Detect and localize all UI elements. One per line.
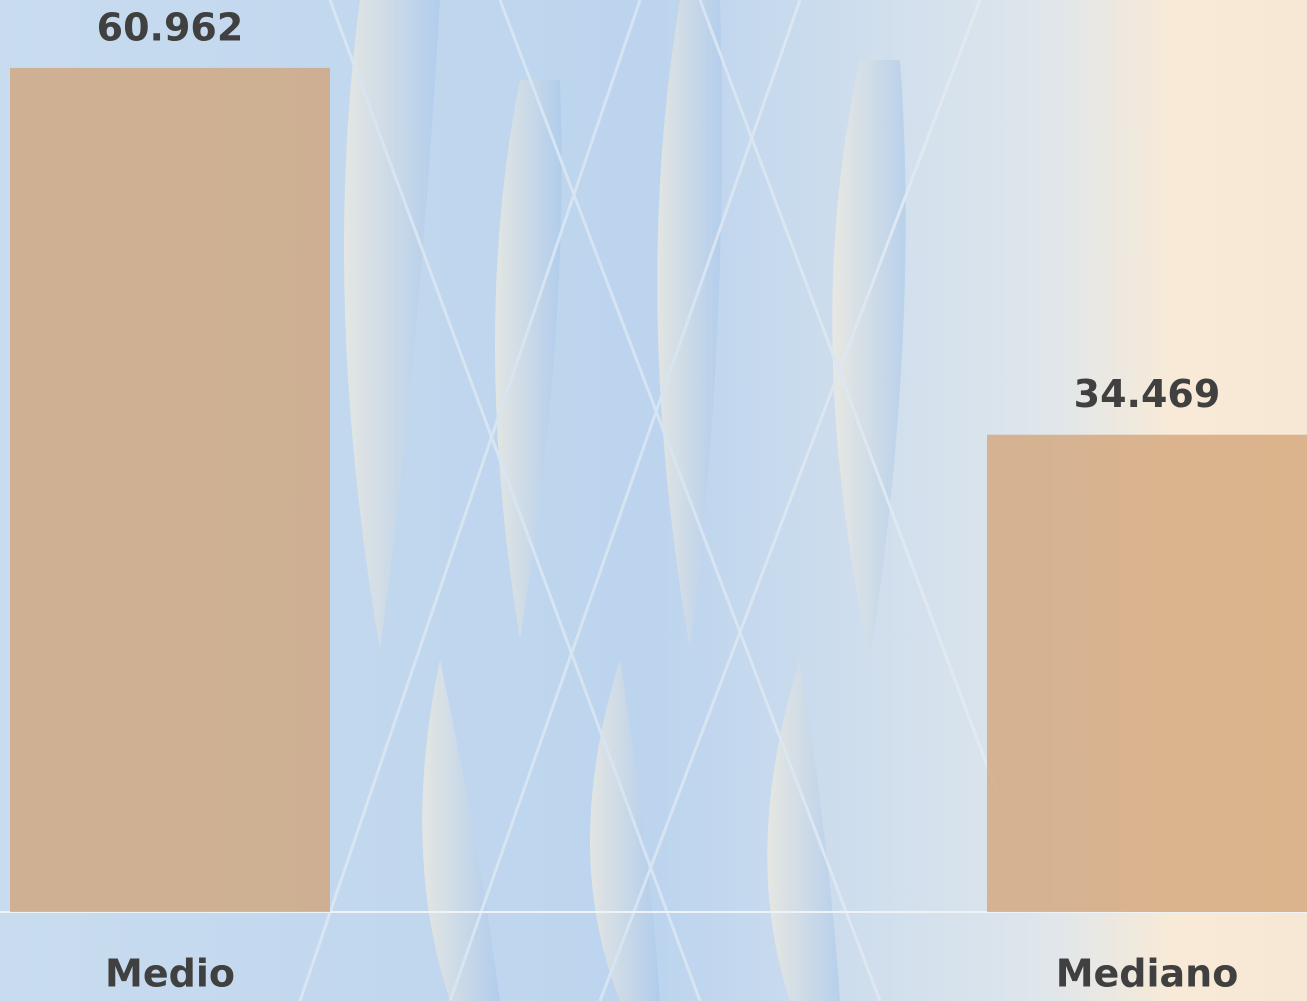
x-tick-label: Mediano	[1056, 952, 1239, 996]
x-tick-label: Medio	[105, 952, 235, 996]
bar	[987, 434, 1307, 912]
value-label: 34.469	[1074, 372, 1221, 416]
background-pattern	[298, 0, 1002, 1001]
bar	[10, 67, 330, 912]
value-label: 60.962	[97, 5, 244, 49]
